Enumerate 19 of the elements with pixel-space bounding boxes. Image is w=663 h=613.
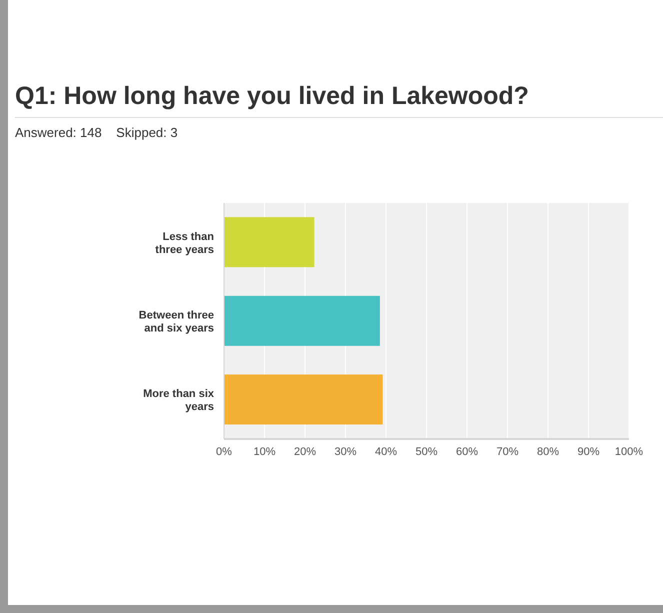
x-tick-label: 50% [415, 446, 438, 458]
x-tick-label: 30% [334, 446, 357, 458]
bar [224, 217, 314, 268]
x-tick-label: 60% [456, 446, 478, 458]
x-tick-label: 20% [294, 446, 316, 458]
y-tick-label: Less than three years [155, 230, 214, 256]
x-tick-label: 70% [496, 446, 519, 458]
y-tick-label: More than six years [143, 388, 215, 414]
bar [224, 296, 380, 346]
bar [224, 374, 383, 424]
x-tick-label: 10% [253, 446, 276, 458]
chart-title: Q1: How long have you lived in Lakewood? [15, 82, 529, 111]
y-tick-label: Between three and six years [138, 310, 214, 334]
x-tick-label: 40% [374, 446, 398, 458]
text: Answered: 148 Skipped: 3 [15, 125, 178, 140]
x-tick-label: 100% [614, 446, 644, 458]
x-tick-label: 90% [577, 446, 600, 458]
x-tick-label: 0% [216, 446, 232, 458]
x-tick-label: 80% [536, 446, 560, 458]
